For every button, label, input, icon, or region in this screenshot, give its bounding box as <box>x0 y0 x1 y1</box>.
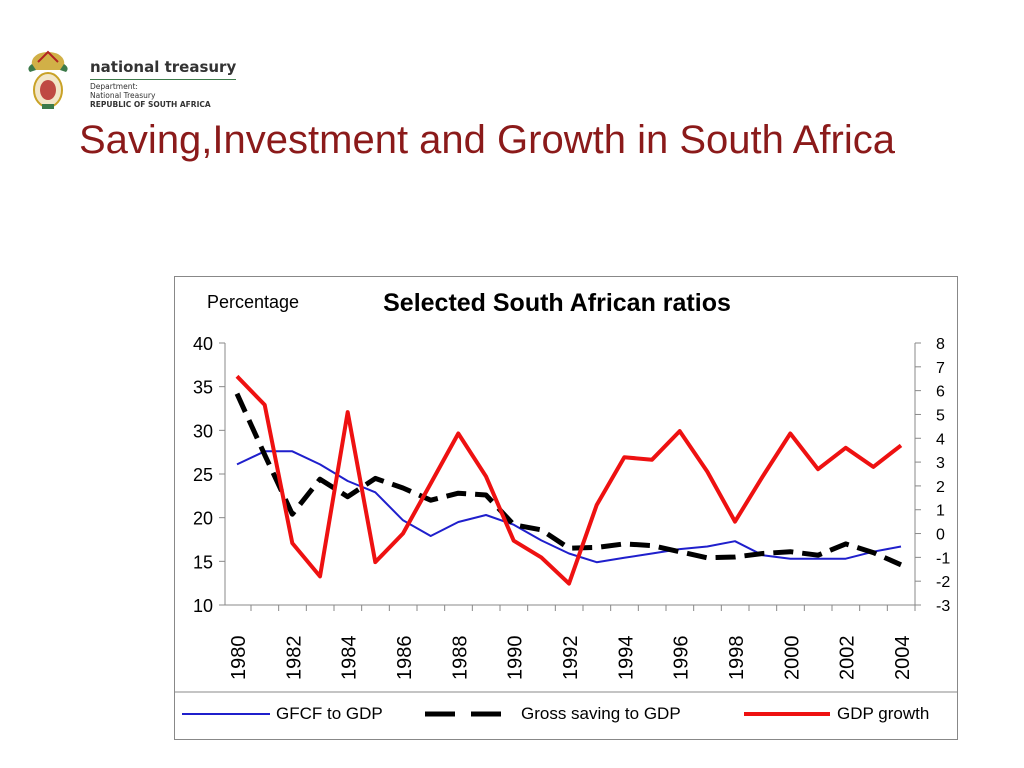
x-tick-label: 1984 <box>339 636 361 681</box>
x-tick-label: 1990 <box>505 636 527 681</box>
y2-tick-label: 7 <box>936 360 945 377</box>
logo-line-2: National Treasury <box>90 91 156 100</box>
series-lines <box>234 374 903 586</box>
logo-divider <box>90 79 236 80</box>
y2-tick-label: 0 <box>936 527 945 544</box>
y2-tick-label: 3 <box>936 455 945 472</box>
y2-tick-label: 4 <box>936 431 945 448</box>
y2-axis-ticks: -3 -2 -1 0 1 2 3 4 5 6 7 8 <box>915 336 950 615</box>
x-tick-label: 1996 <box>671 636 693 681</box>
x-tick-label: 1994 <box>615 636 637 681</box>
legend-label-2: Gross saving to GDP <box>521 704 681 723</box>
y2-tick-label: 5 <box>936 407 945 424</box>
chart-frame <box>174 276 958 740</box>
page-title: Saving,Investment and Growth in South Af… <box>79 118 895 162</box>
y-tick-label: 20 <box>193 509 213 529</box>
y-axis-label: Percentage <box>207 292 299 312</box>
logo-text: national treasury Department: National T… <box>90 58 236 109</box>
x-tick-label: 1988 <box>449 636 471 681</box>
y-tick-label: 10 <box>193 596 213 616</box>
y-tick-label: 30 <box>193 421 213 441</box>
x-tick-label: 1986 <box>394 636 416 681</box>
logo-line-3: REPUBLIC OF SOUTH AFRICA <box>90 100 211 109</box>
logo-line-1: Department: <box>90 82 138 91</box>
y2-tick-label: 2 <box>936 479 945 496</box>
y-tick-label: 25 <box>193 465 213 485</box>
y2-tick-label: 6 <box>936 384 945 401</box>
legend-label-1: GFCF to GDP <box>276 704 383 723</box>
chart-title: Selected South African ratios <box>383 289 731 317</box>
series-line-gfcf-to-gdp <box>236 450 902 564</box>
x-tick-label: 1998 <box>726 636 748 681</box>
series-line-gross-saving-to-gdp <box>234 392 903 568</box>
legend: GFCF to GDP Gross saving to GDP GDP growth <box>182 704 929 723</box>
x-tick-label: 2000 <box>781 636 803 681</box>
series-line-gdp-growth <box>235 374 903 586</box>
x-tick-label: 1982 <box>283 636 305 681</box>
y2-tick-label: 1 <box>936 503 945 520</box>
x-tick-label: 1992 <box>560 636 582 681</box>
logo-name: national treasury <box>90 58 237 76</box>
axes <box>224 343 916 606</box>
y2-tick-label: 8 <box>936 336 945 353</box>
y2-tick-label: -3 <box>936 598 950 615</box>
y2-tick-label: -1 <box>936 550 950 567</box>
x-axis-ticks: 1980 1982 1984 1986 1988 1990 1992 1994 1996 1998… <box>228 605 916 681</box>
y-tick-label: 40 <box>193 334 213 354</box>
x-tick-label: 1980 <box>228 636 250 681</box>
x-tick-label: 2002 <box>837 636 859 681</box>
x-tick-label: 2004 <box>892 636 914 681</box>
y-axis-ticks: 10 15 20 25 30 35 40 <box>193 334 225 616</box>
coat-of-arms-icon <box>28 50 68 109</box>
y-tick-label: 35 <box>193 378 213 398</box>
y2-tick-label: -2 <box>936 574 950 591</box>
legend-label-3: GDP growth <box>837 704 929 723</box>
y-tick-label: 15 <box>193 552 213 572</box>
emblem <box>28 50 68 109</box>
